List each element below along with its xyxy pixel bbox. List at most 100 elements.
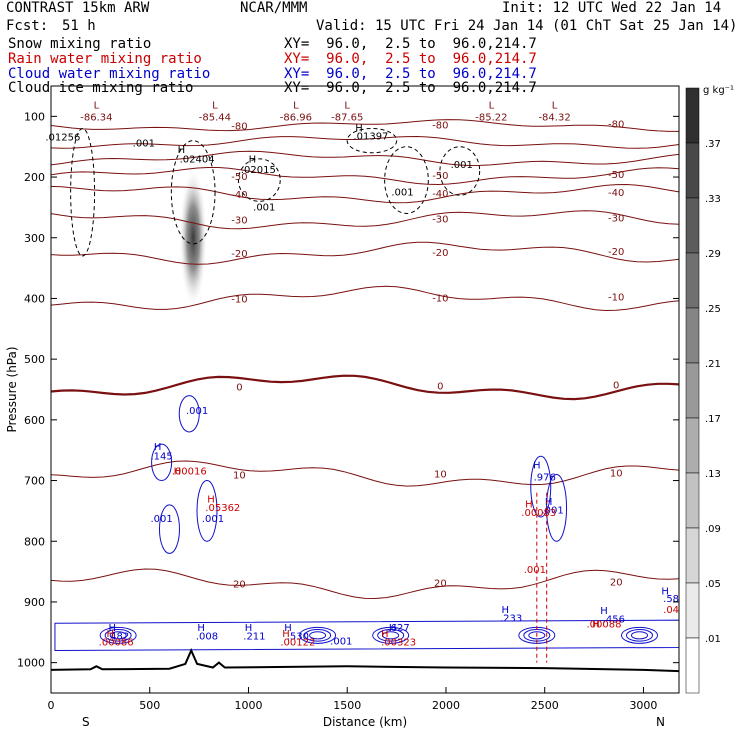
field-cloudwater-name: Cloud water mixing ratio [8,66,211,82]
ice-label: .001 [253,202,275,213]
temperature-contour [50,183,680,204]
cloud-water-contour [377,629,405,642]
ice-contour [70,127,96,257]
colorbar-segment [685,197,700,254]
cloud-water-label: .001 [150,514,172,525]
ice-label: .001 [391,187,413,198]
temperature-label: 10 [610,468,623,479]
cloud-water-contour [299,626,337,644]
temperature-label: -20 [231,249,247,260]
temperature-label: -10 [432,293,448,304]
north-end-label: N [656,715,665,729]
temperature-label: 10 [233,470,246,481]
rain-label: .00122 [280,638,315,649]
cloud-water-label: H [154,442,162,453]
temperature-contour [50,241,680,265]
init-time: Init: 12 UTC Wed 22 Jan 14 [502,0,722,16]
cloud-water-contour [528,631,546,640]
cloud-water-label: .233 [500,613,522,624]
temperature-label: -50 [608,170,624,181]
cloud-water-label: H [389,623,397,634]
cloud-water-contour [372,626,410,644]
cloud-water-label: .008 [196,632,218,643]
colorbar-unit: g kg⁻¹ [703,85,734,96]
cloud-water-label: .001 [202,514,224,525]
ice-contour [384,146,429,214]
colorbar-tick-label: .25 [705,304,721,315]
cloud-water-label: .211 [243,632,265,643]
temperature-contour [50,285,680,312]
model-title: CONTRAST 15km ARW [6,0,150,16]
temperature-label: -20 [432,248,448,259]
x-tick-label: 2500 [531,699,559,712]
temperature-contour [50,460,680,487]
colorbar-segment [685,637,700,694]
org-label: NCAR/MMM [240,0,308,16]
temperature-label: 20 [610,578,623,589]
rain-label: .001 [524,565,546,576]
terrain-line [50,648,680,673]
ice-label: .001 [133,139,155,150]
ice-label: .01397 [353,131,388,142]
y-tick-label: 400 [24,292,45,305]
ice-label: .001 [451,160,473,171]
y-tick-label: 600 [24,414,45,427]
cloud-water-label: H [284,623,292,634]
field-rain-xy: XY= 96.0, 2.5 to 96.0,214.7 [284,51,537,67]
temperature-contour [50,135,680,149]
temperature-label: 20 [233,580,246,591]
colorbar-segment [685,142,700,199]
temperature-label: -40 [231,190,247,201]
temperature-label: -30 [231,216,247,227]
temperature-contour [50,167,680,186]
y-tick-label: 300 [24,232,45,245]
low-value: -84.32 [538,112,570,123]
low-marker: L [552,100,558,111]
cloud-water-label: H [108,623,116,634]
rain-label: .00086 [99,638,134,649]
cloud-water-label: .001 [186,406,208,417]
temperature-contour [50,210,680,230]
rain-label: H [525,499,533,510]
valid-time: Valid: 15 UTC Fri 24 Jan 14 (01 ChT Sat … [316,18,738,34]
forecast-hour: 51 h [62,18,96,34]
low-value: -85.22 [475,112,507,123]
rain-label: H [207,494,215,505]
x-tick-label: 3000 [629,699,657,712]
x-tick-label: 0 [48,699,55,712]
cloud-water-contour [99,626,137,644]
south-end-label: S [82,715,90,729]
colorbar-tick-label: .17 [705,414,721,425]
x-tick-label: 2000 [432,699,460,712]
x-tick-label: 1500 [333,699,361,712]
cloud-water-contour [382,631,400,640]
cloud-water-label: H [661,587,669,598]
cloud-water-contour [54,619,680,652]
y-tick-label: 500 [24,353,45,366]
low-value: -86.34 [80,112,112,123]
temperature-label: -80 [432,120,448,131]
field-ice-name: Cloud ice mixing ratio [8,80,194,96]
temperature-label: 20 [434,579,447,590]
snow-max-shading [179,167,208,308]
cloud-water-label: H [545,497,553,508]
cloud-water-label: .627 [387,623,409,634]
colorbar-tick-label: .29 [705,249,721,260]
cloud-water-label: H [197,623,205,634]
colorbar-tick-label: .05 [705,579,721,590]
rain-label: .00323 [381,638,416,649]
ice-contour [439,146,481,196]
cloud-water-label: .58 [663,594,679,605]
colorbar-tick-label: .13 [705,469,721,480]
cloud-water-label: .145 [150,451,172,462]
rain-label: .05362 [205,503,240,514]
cloud-water-label: H [533,460,541,471]
cloud-water-contour [178,395,200,433]
rain-label: H [282,629,290,640]
cloud-water-contour [109,631,127,640]
ice-label: .01256 [45,133,80,144]
field-cloudwater-xy: XY= 96.0, 2.5 to 96.0,214.7 [284,66,537,82]
x-tick-label: 1000 [234,699,262,712]
rain-label: .00083 [521,508,556,519]
